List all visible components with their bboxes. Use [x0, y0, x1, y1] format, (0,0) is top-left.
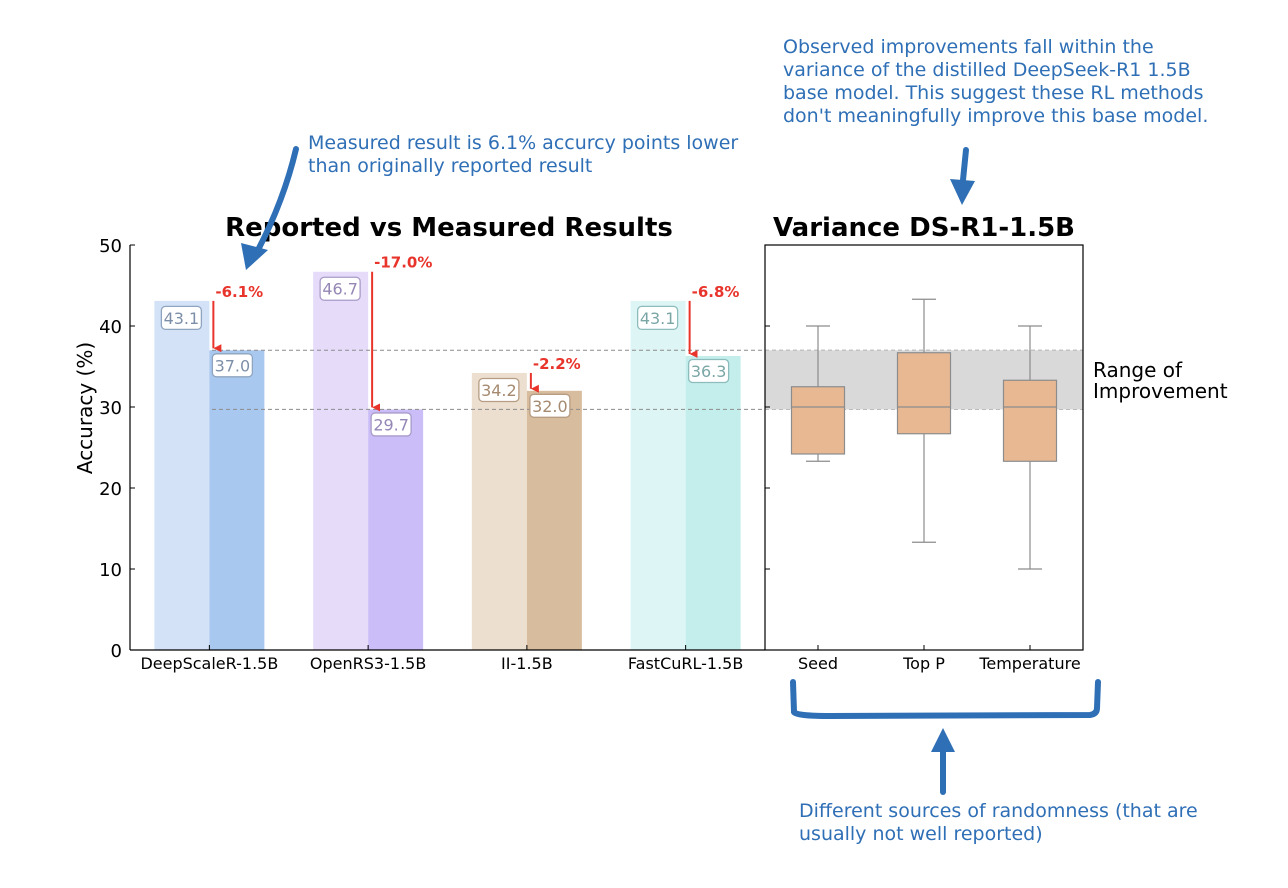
x-tick-label: OpenRS3-1.5B: [310, 654, 426, 673]
value-label-reported-box: [478, 377, 520, 403]
variance-note: Observed improvements fall within the va…: [783, 36, 1209, 127]
y-tick-label: 30: [99, 398, 122, 419]
value-label-reported-box: [319, 276, 361, 301]
bar-reported: [471, 372, 527, 650]
box: [896, 352, 952, 435]
value-label-measured: 37.0: [215, 356, 251, 375]
randomness-arrow-head: [931, 728, 955, 752]
measured-note: Measured result is 6.1% accurcy points l…: [308, 132, 739, 177]
value-label-measured-box: [370, 412, 412, 437]
bar-chart-title: Reported vs Measured Results: [225, 213, 673, 243]
y-tick-label: 10: [99, 560, 122, 581]
drop-label: -17.0%: [374, 254, 432, 272]
box-plot-title: Variance DS-R1-1.5B: [773, 213, 1075, 243]
box-plot-frame: [764, 244, 1084, 651]
x-tick-label: Seed: [798, 654, 838, 673]
band-label-line2: Improvement: [1093, 379, 1228, 403]
value-label-reported-box: [160, 305, 203, 331]
drop-label: -2.2%: [533, 355, 581, 373]
y-tick-label: 50: [99, 236, 122, 257]
x-tick-label: FastCuRL-1.5B: [628, 654, 743, 673]
drop-label: -6.1%: [215, 283, 263, 301]
value-label-measured: 36.3: [691, 362, 727, 381]
bar-reported: [630, 300, 686, 650]
y-tick-label: 0: [111, 641, 122, 662]
bar-measured: [526, 390, 582, 650]
value-label-reported: 43.1: [164, 309, 200, 328]
bar-measured: [368, 409, 424, 650]
value-label-reported: 34.2: [481, 381, 517, 400]
y-tick-label: 40: [99, 317, 122, 338]
x-tick-label: DeepScaleR-1.5B: [140, 654, 278, 673]
bar-reported: [154, 300, 210, 650]
x-tick-label: Temperature: [978, 654, 1080, 673]
drop-label: -6.8%: [692, 283, 740, 301]
bar-measured: [685, 355, 741, 650]
value-label-reported-box: [636, 305, 679, 331]
x-tick-label: II-1.5B: [501, 654, 553, 673]
annotation-arrows: [241, 146, 1101, 795]
box: [1002, 379, 1058, 462]
band-label-line1: Range of: [1093, 358, 1183, 382]
variance-note-arrow-head: [950, 179, 975, 205]
bar-reported: [313, 271, 369, 650]
variance-note-arrow: [960, 147, 969, 183]
measured-note-arrow-head: [241, 243, 268, 270]
value-label-measured-box: [687, 358, 730, 384]
value-label-measured-box: [529, 393, 571, 418]
value-label-measured: 29.7: [373, 415, 409, 434]
value-label-measured: 32.0: [532, 397, 568, 416]
randomness-note: Different sources of randomness (that ar…: [799, 800, 1198, 845]
value-label-measured-box: [211, 353, 254, 378]
x-tick-label: Top P: [902, 654, 945, 673]
box: [790, 386, 846, 455]
measured-note-arrow: [255, 146, 299, 253]
randomness-bracket: [790, 679, 1101, 720]
bar-measured: [209, 350, 265, 650]
value-label-reported: 46.7: [322, 280, 358, 299]
y-axis-label: Accuracy (%): [73, 342, 97, 474]
value-label-reported: 43.1: [640, 309, 676, 328]
box-plot: Variance DS-R1-1.5B Seed Top P Temperature…: [764, 213, 1228, 673]
bar-chart: Reported vs Measured Results Accuracy (%…: [73, 213, 1083, 673]
y-tick-label: 20: [99, 479, 122, 500]
